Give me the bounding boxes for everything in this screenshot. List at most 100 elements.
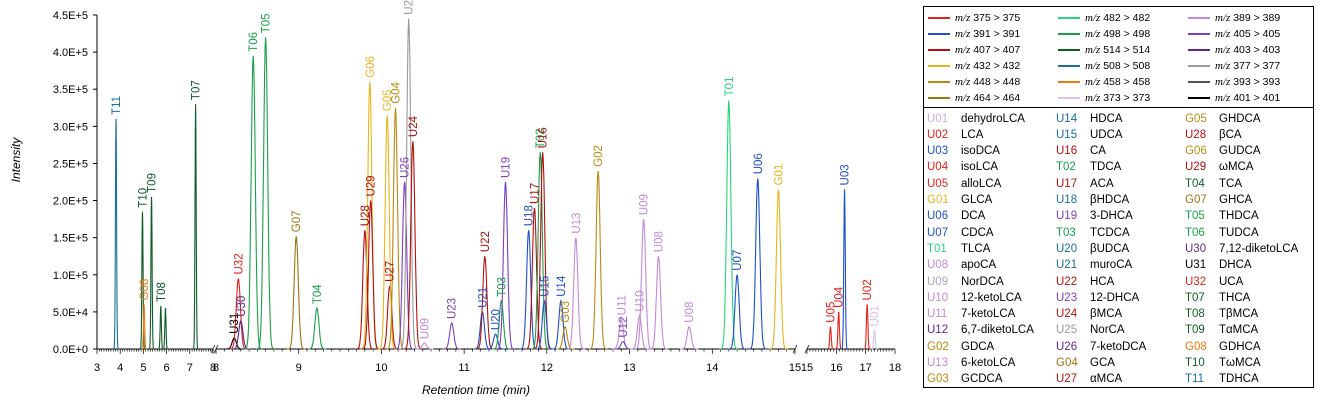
peak-trace xyxy=(679,325,699,350)
peak-trace xyxy=(535,299,554,350)
compound-legend-entry: U08 apoCA xyxy=(927,257,996,274)
compound-name: apoCA xyxy=(961,259,997,272)
compound-name: GLCA xyxy=(961,194,993,206)
compound-code: U17 xyxy=(1056,177,1078,190)
peak-trace xyxy=(377,115,397,350)
peak-label: T10 xyxy=(137,188,149,208)
compound-code: U31 xyxy=(1185,259,1207,272)
peak-label: U02 xyxy=(862,279,874,300)
compound-legend-entry: U11 7-ketoLCA xyxy=(927,306,1015,323)
compound-name: TUDCA xyxy=(1219,226,1259,239)
legend-swatch xyxy=(1058,97,1080,99)
compound-code: U16 xyxy=(1056,145,1078,158)
x-tick-label: 4 xyxy=(117,362,123,374)
peak-label: G02 xyxy=(593,145,605,167)
compound-name: αMCA xyxy=(1090,373,1123,386)
transition-label: m/z 391 > 391 xyxy=(955,28,1021,40)
transition-label: m/z 405 > 405 xyxy=(1215,28,1281,40)
peak-label: U06 xyxy=(753,153,765,174)
chromatogram-traces xyxy=(113,18,878,350)
y-tick-label: 1.5E+5 xyxy=(53,233,88,245)
compound-code: T03 xyxy=(1056,226,1076,239)
compound-legend-entry: U09 NorDCA xyxy=(927,273,1004,290)
compound-legend-entry: U18 βHDCA xyxy=(1056,192,1129,209)
peak-label: U15 xyxy=(539,276,551,297)
peak-label: U05 xyxy=(825,302,837,323)
transition-legend-entry: m/z 448 > 448 xyxy=(928,74,1020,90)
x-tick-label: 3 xyxy=(94,362,100,374)
compound-code: T08 xyxy=(1185,308,1205,321)
compound-code: G04 xyxy=(1056,357,1078,369)
compound-legend-entry: T10 TωMCA xyxy=(1185,355,1261,372)
peak-label: U16 xyxy=(538,127,550,148)
compound-legend-entry: G07 GHCA xyxy=(1185,192,1252,209)
compound-legend-entry: T02 TDCA xyxy=(1056,159,1121,176)
peak-label: G06 xyxy=(365,56,377,78)
compound-legend-entry: G02 GDCA xyxy=(927,338,994,355)
compound-code: T10 xyxy=(1185,357,1205,369)
compound-code: U32 xyxy=(1185,275,1207,288)
x-tick-label: 13 xyxy=(623,362,635,374)
compound-legend-entry: U31 DHCA xyxy=(1185,257,1252,274)
transition-legend-entry: m/z 458 > 458 xyxy=(1058,74,1150,90)
compound-name: GCA xyxy=(1090,357,1115,369)
compound-name: CA xyxy=(1090,145,1106,158)
compound-legend-entry: T06 TUDCA xyxy=(1185,224,1259,241)
compound-code: U19 xyxy=(1056,210,1078,223)
transition-legend-entry: m/z 377 > 377 xyxy=(1188,58,1280,74)
compound-code: U12 xyxy=(927,324,949,337)
compound-legend-entry: U03 isoDCA xyxy=(927,143,1000,160)
compound-name: THDCA xyxy=(1219,210,1259,223)
compound-legend-entry: U02 LCA xyxy=(927,126,983,143)
compound-code: T05 xyxy=(1185,210,1205,223)
peak-label: T08 xyxy=(156,282,168,302)
peak-trace xyxy=(355,230,375,350)
peak-trace xyxy=(395,181,414,350)
compound-legend-entry: U14 HDCA xyxy=(1056,110,1123,127)
peak-label: T02 xyxy=(535,128,547,148)
y-tick-label: 3.5E+5 xyxy=(53,84,88,96)
axis-break-mark xyxy=(804,344,810,354)
compound-name: 6,7-diketoLCA xyxy=(961,324,1034,337)
compound-name: HCA xyxy=(1090,275,1115,288)
peak-label: U20 xyxy=(491,309,503,330)
legend-swatch xyxy=(1188,97,1210,99)
compound-name: ωMCA xyxy=(1219,161,1254,174)
compound-legend-entry: T01 TLCA xyxy=(927,240,990,257)
compound-legend-entry: U05 alloLCA xyxy=(927,175,1001,192)
legend-swatch xyxy=(928,33,950,35)
compound-name: 7,12-diketoLCA xyxy=(1219,242,1299,255)
x-tick-label: 6 xyxy=(164,362,170,374)
peak-label: U08 xyxy=(684,302,696,323)
compound-code: U24 xyxy=(1056,308,1078,321)
compound-legend-entry: T04 TCA xyxy=(1185,175,1242,192)
compound-code: T06 xyxy=(1185,226,1205,239)
peak-trace xyxy=(492,299,511,350)
peak-label: U11 xyxy=(616,295,628,315)
peak-trace xyxy=(630,314,649,350)
x-axis-label: Retention time (min) xyxy=(422,383,530,397)
compound-name: TCA xyxy=(1219,177,1242,190)
compound-code: U15 xyxy=(1056,128,1078,141)
compound-legend-entry: U01 dehydroLCA xyxy=(927,110,1025,127)
compound-code: T11 xyxy=(1185,373,1204,386)
compound-legend-entry: U10 12-ketoLCA xyxy=(927,289,1022,306)
legend-swatch xyxy=(928,97,950,99)
compound-legend-entry: U23 12-DHCA xyxy=(1056,289,1139,306)
y-tick-label: 4.0E+5 xyxy=(53,47,88,59)
peak-trace xyxy=(192,104,199,350)
legend-swatch xyxy=(1188,17,1210,19)
compound-code: G06 xyxy=(1185,145,1207,158)
compound-code: G05 xyxy=(1185,112,1207,125)
peak-label: G03 xyxy=(560,301,572,323)
peak-label: U26 xyxy=(400,157,412,178)
compound-legend-entry: U24 βMCA xyxy=(1056,306,1122,323)
peak-trace xyxy=(649,256,668,350)
transition-legend-entry: m/z 405 > 405 xyxy=(1188,26,1280,42)
compound-name: UDCA xyxy=(1090,128,1123,141)
y-tick-label: 3.0E+5 xyxy=(53,121,88,133)
peak-label: U13 xyxy=(571,213,583,234)
compound-legend-entry: T09 TαMCA xyxy=(1185,322,1258,339)
transition-label: m/z 389 > 389 xyxy=(1215,12,1281,24)
peak-trace xyxy=(113,118,119,350)
